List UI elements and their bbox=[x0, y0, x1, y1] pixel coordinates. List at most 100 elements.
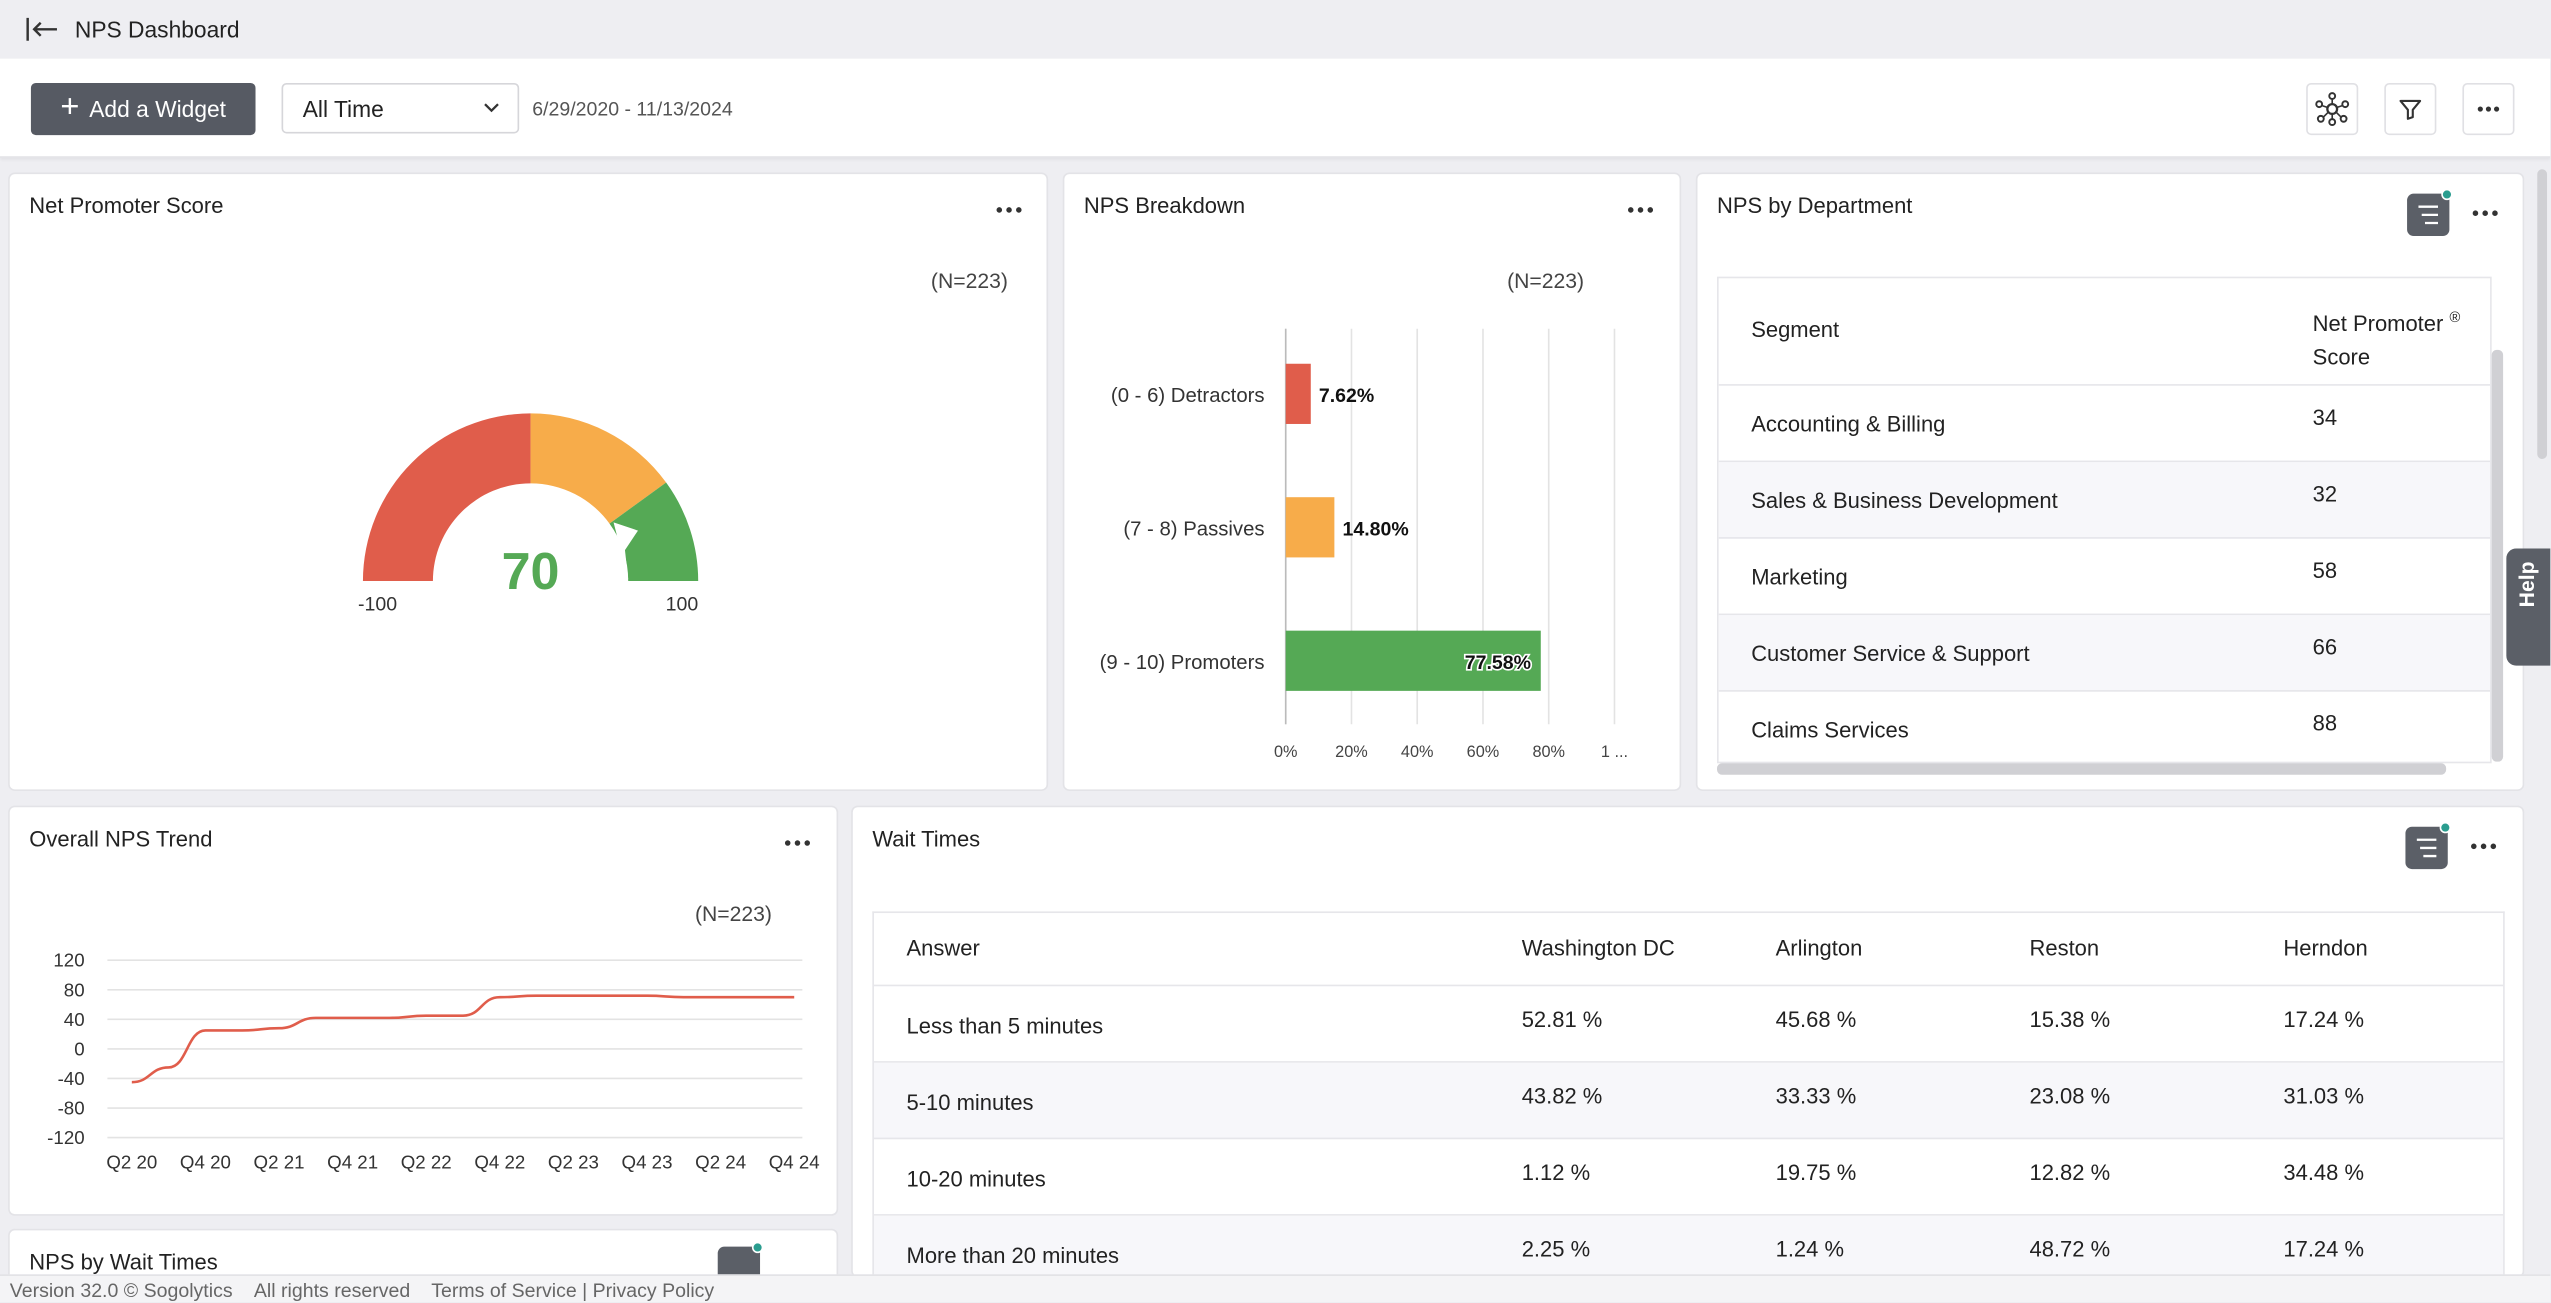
table-row: Less than 5 minutes 52.81 % 45.68 % 15.38 %… bbox=[873, 986, 2504, 1063]
percent-cell: 19.75 % bbox=[1775, 1160, 1857, 1185]
card-title: NPS Breakdown bbox=[1083, 193, 1246, 219]
table-row: Claims Services 88 bbox=[1719, 692, 2490, 762]
card-title: Wait Times bbox=[872, 826, 981, 852]
table-row: Customer Service & Support 66 bbox=[1718, 615, 2491, 692]
y-tick-label: 40 bbox=[64, 1009, 85, 1030]
more-horizontal-icon[interactable] bbox=[2467, 838, 2500, 854]
page-vertical-scrollbar[interactable] bbox=[2537, 169, 2548, 459]
nps-gauge: 70 -100 100 bbox=[358, 413, 699, 615]
x-tick-label: 20% bbox=[1335, 743, 1368, 761]
help-tab[interactable]: Help bbox=[2506, 548, 2551, 666]
table-horizontal-scrollbar[interactable] bbox=[1717, 763, 2447, 775]
card-title: Overall NPS Trend bbox=[29, 826, 213, 852]
y-tick-label: -120 bbox=[47, 1127, 84, 1148]
more-horizontal-icon[interactable] bbox=[781, 835, 814, 851]
date-range-select-value: All Time bbox=[302, 95, 384, 122]
gauge-needle bbox=[613, 522, 638, 580]
y-tick-label: -80 bbox=[58, 1098, 85, 1119]
category-label: (7 - 8) Passives bbox=[1123, 518, 1264, 540]
more-options-button[interactable] bbox=[2462, 83, 2515, 136]
active-filter-dot bbox=[2439, 821, 2452, 834]
nps-trend-chart: 120 80 40 0 -40 -80 -120 Q2 20 Q4 20 Q2 21 Q4 21 Q2… bbox=[47, 950, 820, 1173]
plus-icon: + bbox=[60, 89, 80, 126]
x-tick-label: 40% bbox=[1401, 743, 1434, 761]
percent-cell: 12.82 % bbox=[2029, 1160, 2111, 1185]
y-tick-label: 80 bbox=[64, 979, 85, 1000]
answer-cell: 5-10 minutes bbox=[906, 1090, 1034, 1115]
x-tick-label: 80% bbox=[1532, 743, 1565, 761]
nps-score-card: Net Promoter Score (N=223) 70 -100 100 bbox=[8, 172, 1049, 791]
percent-cell: 17.24 % bbox=[2283, 1007, 2365, 1032]
percent-cell: 1.24 % bbox=[1775, 1236, 1845, 1262]
department-table: Segment Net Promoter ® Score Accounting … bbox=[1717, 276, 2492, 764]
x-tick-label: Q2 21 bbox=[254, 1152, 305, 1173]
column-header-score: Net Promoter ® Score bbox=[2313, 301, 2461, 373]
column-header: Herndon bbox=[2283, 935, 2368, 961]
wait-times-table: Answer Washington DC Arlington Reston Herndo… bbox=[872, 911, 2505, 1280]
more-horizontal-icon[interactable] bbox=[1624, 202, 1657, 218]
x-tick-label: Q4 22 bbox=[474, 1152, 525, 1173]
column-header: Washington DC bbox=[1521, 935, 1675, 961]
data-label: 77.58% bbox=[1465, 652, 1531, 674]
score-cell: 32 bbox=[2312, 481, 2338, 507]
nps-by-department-card: NPS by Department Segment Net Promoter ®… bbox=[1695, 172, 2525, 791]
answer-cell: 10-20 minutes bbox=[906, 1166, 1046, 1192]
category-label: (9 - 10) Promoters bbox=[1100, 652, 1265, 674]
percent-cell: 15.38 % bbox=[2029, 1007, 2111, 1032]
segment-filter-button[interactable] bbox=[2407, 188, 2453, 236]
percent-cell: 17.24 % bbox=[2283, 1236, 2365, 1262]
card-title: Net Promoter Score bbox=[29, 193, 224, 219]
gauge-detractor-segment bbox=[362, 413, 531, 582]
data-label: 7.62% bbox=[1319, 385, 1374, 407]
add-widget-button[interactable]: + Add a Widget bbox=[30, 83, 256, 136]
page-footer: Version 32.0 © Sogolytics All rights res… bbox=[0, 1274, 2551, 1302]
sample-size-label: (N=223) bbox=[694, 901, 772, 927]
date-range-select[interactable]: All Time bbox=[281, 83, 520, 134]
percent-cell: 34.48 % bbox=[2283, 1160, 2365, 1185]
back-arrow-icon[interactable] bbox=[24, 15, 60, 44]
list-filter-icon bbox=[2418, 205, 2438, 225]
gauge-max-label: 100 bbox=[666, 593, 699, 615]
segment-filter-button[interactable] bbox=[2405, 821, 2452, 870]
column-header: Answer bbox=[906, 935, 980, 961]
x-tick-label: 1 ... bbox=[1601, 743, 1628, 761]
percent-cell: 31.03 % bbox=[2283, 1083, 2365, 1109]
chevron-down-icon bbox=[484, 103, 499, 113]
table-header: Segment Net Promoter ® Score bbox=[1718, 278, 2491, 386]
x-tick-label: 60% bbox=[1467, 743, 1500, 761]
percent-cell: 52.81 % bbox=[1521, 1007, 1603, 1032]
help-label: Help bbox=[2514, 561, 2539, 608]
footer-legal-links[interactable]: Terms of Service | Privacy Policy bbox=[431, 1279, 715, 1302]
table-row: Sales & Business Development 32 bbox=[1718, 462, 2491, 539]
table-vertical-scrollbar[interactable] bbox=[2491, 349, 2504, 762]
x-tick-label: Q2 20 bbox=[106, 1152, 157, 1173]
filter-button[interactable] bbox=[2384, 83, 2437, 136]
column-header: Reston bbox=[2029, 935, 2100, 961]
more-horizontal-icon[interactable] bbox=[2469, 205, 2502, 221]
add-widget-label: Add a Widget bbox=[89, 96, 227, 123]
percent-cell: 1.12 % bbox=[1521, 1160, 1591, 1185]
percent-cell: 2.25 % bbox=[1521, 1236, 1591, 1262]
more-horizontal-icon[interactable] bbox=[993, 202, 1026, 218]
card-title: NPS by Department bbox=[1717, 193, 1913, 219]
column-header-score-line2: Score bbox=[2312, 344, 2371, 369]
percent-cell: 43.82 % bbox=[1521, 1083, 1603, 1109]
wait-times-card: Wait Times Answer Washington DC Arlington R… bbox=[851, 805, 2525, 1280]
answer-cell: More than 20 minutes bbox=[906, 1243, 1120, 1268]
page-title: NPS Dashboard bbox=[74, 16, 240, 43]
more-horizontal-icon bbox=[2477, 106, 2500, 112]
score-cell: 58 bbox=[2312, 558, 2338, 583]
segment-cell: Marketing bbox=[1751, 564, 1848, 590]
active-filter-dot bbox=[751, 1241, 764, 1254]
network-button[interactable] bbox=[2306, 83, 2359, 136]
footer-rights: All rights reserved bbox=[253, 1279, 411, 1302]
table-row: Marketing 58 bbox=[1718, 539, 2491, 616]
trend-line bbox=[131, 994, 795, 1084]
percent-cell: 23.08 % bbox=[2029, 1083, 2111, 1109]
answer-cell: Less than 5 minutes bbox=[906, 1013, 1104, 1039]
x-tick-label: 0% bbox=[1274, 743, 1298, 761]
y-tick-label: 120 bbox=[53, 950, 84, 971]
x-tick-label: Q4 21 bbox=[327, 1152, 378, 1173]
nps-breakdown-card: NPS Breakdown (N=223) 0% 20% 40% 60% 80% 1 ..… bbox=[1062, 172, 1682, 791]
x-tick-label: Q2 22 bbox=[401, 1152, 452, 1173]
